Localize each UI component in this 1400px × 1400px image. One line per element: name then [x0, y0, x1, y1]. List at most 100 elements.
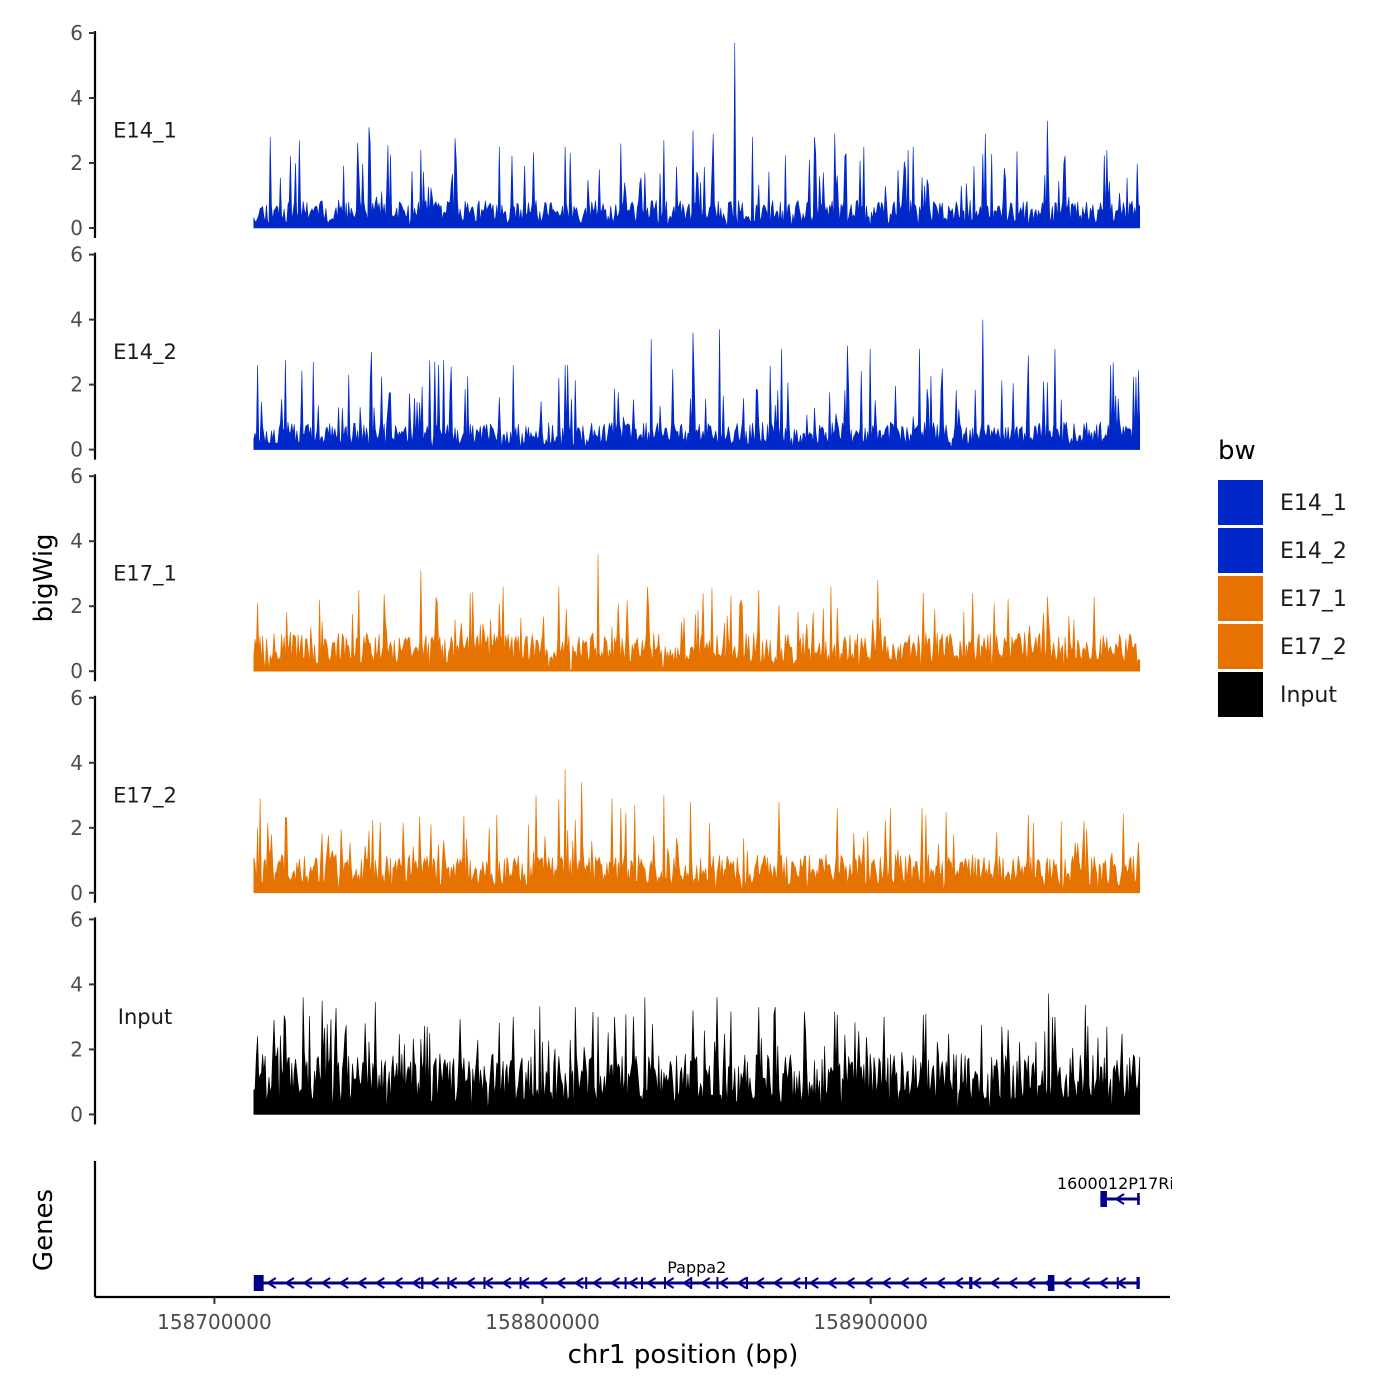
y-tick-label: 4: [70, 529, 83, 553]
strand-arrow: [808, 1277, 819, 1289]
legend-swatch: [1218, 480, 1263, 525]
strand-arrow: [591, 1277, 602, 1289]
strand-arrow: [573, 1277, 584, 1289]
gene-exon: [1100, 1191, 1107, 1207]
gene-exon: [663, 1277, 666, 1289]
strand-arrow: [555, 1277, 566, 1289]
legend-label: E17_1: [1280, 587, 1347, 612]
track-label: E17_2: [113, 783, 177, 808]
x-tick-label: 158700000: [157, 1310, 272, 1334]
strand-arrow: [754, 1277, 765, 1289]
x-axis-title: chr1 position (bp): [568, 1340, 799, 1370]
strand-arrow: [284, 1277, 295, 1289]
strand-arrow: [320, 1277, 331, 1289]
strand-arrow: [953, 1277, 964, 1289]
gene-exon: [421, 1277, 424, 1289]
strand-arrow: [934, 1277, 946, 1289]
track-e17_1: 0 2 4 6 E17_1: [70, 464, 1141, 683]
gene-exon: [624, 1277, 627, 1289]
strand-arrow: [645, 1277, 657, 1289]
strand-arrow: [718, 1277, 729, 1289]
x-tick-label: 158800000: [485, 1310, 600, 1334]
strand-arrow: [736, 1277, 747, 1289]
strand-arrow: [374, 1277, 385, 1289]
legend-swatch: [1218, 576, 1263, 621]
track-label: E14_2: [113, 340, 177, 365]
gene-pappa2: Pappa2: [253, 1258, 1140, 1291]
strand-arrow: [916, 1277, 928, 1289]
strand-arrow: [790, 1277, 801, 1289]
gene-exon: [1136, 1277, 1140, 1289]
gene-1600012p17rik: 1600012P17Rik: [1057, 1174, 1184, 1207]
legend-label: Input: [1280, 683, 1337, 708]
y-tick-label: 2: [70, 151, 83, 175]
legend-label: E14_2: [1280, 539, 1347, 564]
track-label: Input: [118, 1005, 172, 1029]
coverage-area: [253, 993, 1141, 1115]
track-e17_2: 0 2 4 6 E17_2: [70, 686, 1141, 905]
strand-arrow: [392, 1277, 403, 1289]
y-tick-label: 4: [70, 308, 83, 332]
y-tick-label: 4: [70, 86, 83, 110]
y-tick-label: 2: [70, 373, 83, 397]
strand-arrow: [1007, 1277, 1018, 1289]
strand-arrow: [428, 1277, 440, 1289]
strand-arrow: [1061, 1277, 1072, 1289]
gene-exon: [1137, 1193, 1140, 1205]
coverage-area: [253, 42, 1141, 229]
y-tick-label: 2: [70, 594, 83, 618]
gene-exon: [1116, 1277, 1119, 1289]
strand-arrow: [627, 1277, 639, 1289]
y-tick-label: 0: [70, 216, 83, 240]
strand-arrow: [265, 1277, 277, 1289]
strand-arrow: [537, 1277, 548, 1289]
gene-exon: [640, 1277, 643, 1289]
y-tick-label: 6: [70, 686, 83, 710]
y-tick-label: 0: [70, 1102, 83, 1126]
strand-arrow: [1025, 1277, 1036, 1289]
legend-swatch: [1218, 528, 1263, 573]
y-tick-label: 6: [70, 21, 83, 45]
y-tick-label: 0: [70, 659, 83, 683]
track-label: E14_1: [113, 119, 177, 144]
gene-exon: [690, 1277, 693, 1289]
y-tick-label: 6: [70, 907, 83, 931]
y-tick-label: 6: [70, 243, 83, 267]
gene-exon: [519, 1277, 522, 1289]
gene-label: 1600012P17Rik: [1057, 1174, 1184, 1193]
y-axis-title: bigWig: [29, 533, 59, 622]
strand-arrow: [1097, 1277, 1109, 1289]
strand-arrow: [772, 1277, 783, 1289]
coverage-area: [253, 319, 1141, 450]
strand-arrow: [681, 1277, 693, 1289]
legend-label: E14_1: [1280, 491, 1347, 516]
x-tick-label: 158900000: [813, 1310, 928, 1334]
strand-arrow: [880, 1277, 892, 1289]
strand-arrow: [410, 1277, 422, 1289]
track-label: E17_1: [113, 562, 177, 587]
legend: bw E14_1 E14_2 E17_1 E17_2 Input: [1218, 436, 1347, 717]
strand-arrow: [338, 1277, 349, 1289]
y-tick-label: 4: [70, 751, 83, 775]
gene-exon: [716, 1277, 719, 1289]
gene-exon: [447, 1277, 450, 1289]
strand-arrow: [356, 1277, 367, 1289]
gene-exon: [585, 1277, 588, 1289]
y-tick-label: 6: [70, 464, 83, 488]
gene-exon: [483, 1277, 486, 1289]
track-e14_1: 0 2 4 6 E14_1: [70, 21, 1141, 240]
strand-arrow: [699, 1277, 711, 1289]
legend-swatch: [1218, 672, 1263, 717]
gene-exon: [805, 1277, 808, 1289]
track-input: 0 2 4 6 Input: [70, 907, 1141, 1126]
gene-panel: 158700000 158800000 158900000 Pappa2 1600012…: [93, 1161, 1184, 1334]
gene-exon: [745, 1277, 748, 1289]
y-tick-label: 2: [70, 816, 83, 840]
y-tick-label: 0: [70, 881, 83, 905]
strand-arrow: [826, 1277, 837, 1289]
strand-arrow: [989, 1277, 1000, 1289]
strand-arrow: [302, 1277, 313, 1289]
y-tick-label: 2: [70, 1037, 83, 1061]
gene-exon: [969, 1277, 973, 1289]
